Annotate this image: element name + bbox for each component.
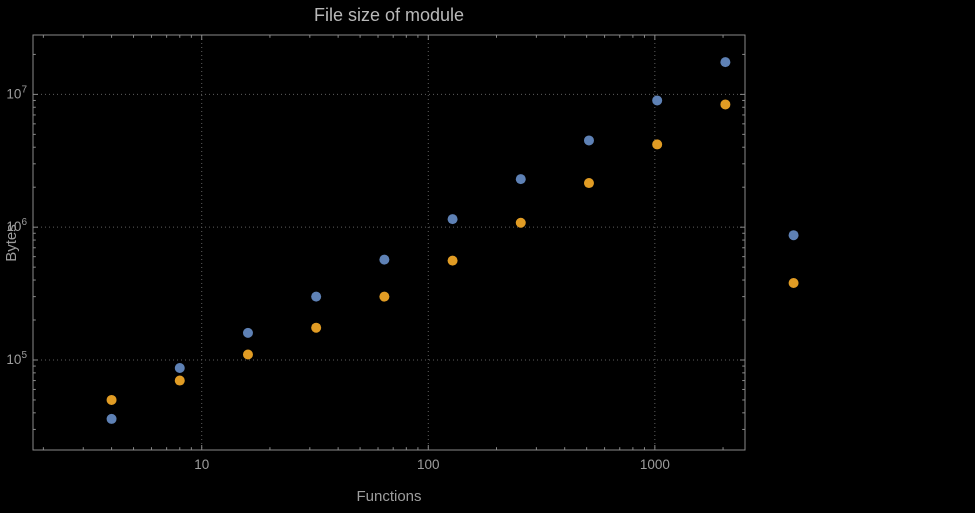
y-tick-label: 106 — [6, 217, 27, 234]
data-point-series-2 — [311, 322, 322, 333]
data-point-series-2 — [242, 349, 253, 360]
y-tick-label: 107 — [6, 84, 27, 101]
data-point-series-2 — [720, 99, 731, 110]
data-point-series-2 — [515, 217, 526, 228]
data-point-series-2 — [583, 178, 594, 189]
data-point-series-1 — [311, 291, 322, 302]
data-point-series-1 — [106, 413, 117, 424]
data-point-series-1 — [447, 214, 458, 225]
data-point-series-2 — [379, 291, 390, 302]
data-point-series-1 — [242, 327, 253, 338]
y-axis-label: Bytes — [3, 224, 20, 262]
x-tick-label: 10 — [194, 457, 209, 472]
chart-title: File size of module — [313, 5, 465, 25]
data-point-series-1 — [174, 363, 185, 374]
data-point-series-1 — [583, 135, 594, 146]
x-axis-label: Functions — [356, 488, 422, 505]
data-point-series-1 — [379, 254, 390, 265]
plot-frame — [32, 34, 746, 451]
data-point-series-2 — [788, 277, 799, 288]
y-tick-label: 105 — [6, 350, 27, 367]
data-point-series-2 — [652, 139, 663, 150]
x-tick-label: 100 — [417, 457, 440, 472]
data-point-series-1 — [652, 95, 663, 106]
data-point-series-2 — [174, 375, 185, 386]
data-point-series-1 — [720, 57, 731, 68]
data-point-series-1 — [788, 230, 799, 241]
data-point-series-2 — [106, 394, 117, 405]
data-point-series-1 — [515, 174, 526, 185]
x-tick-label: 1000 — [640, 457, 670, 472]
data-point-series-2 — [447, 255, 458, 266]
